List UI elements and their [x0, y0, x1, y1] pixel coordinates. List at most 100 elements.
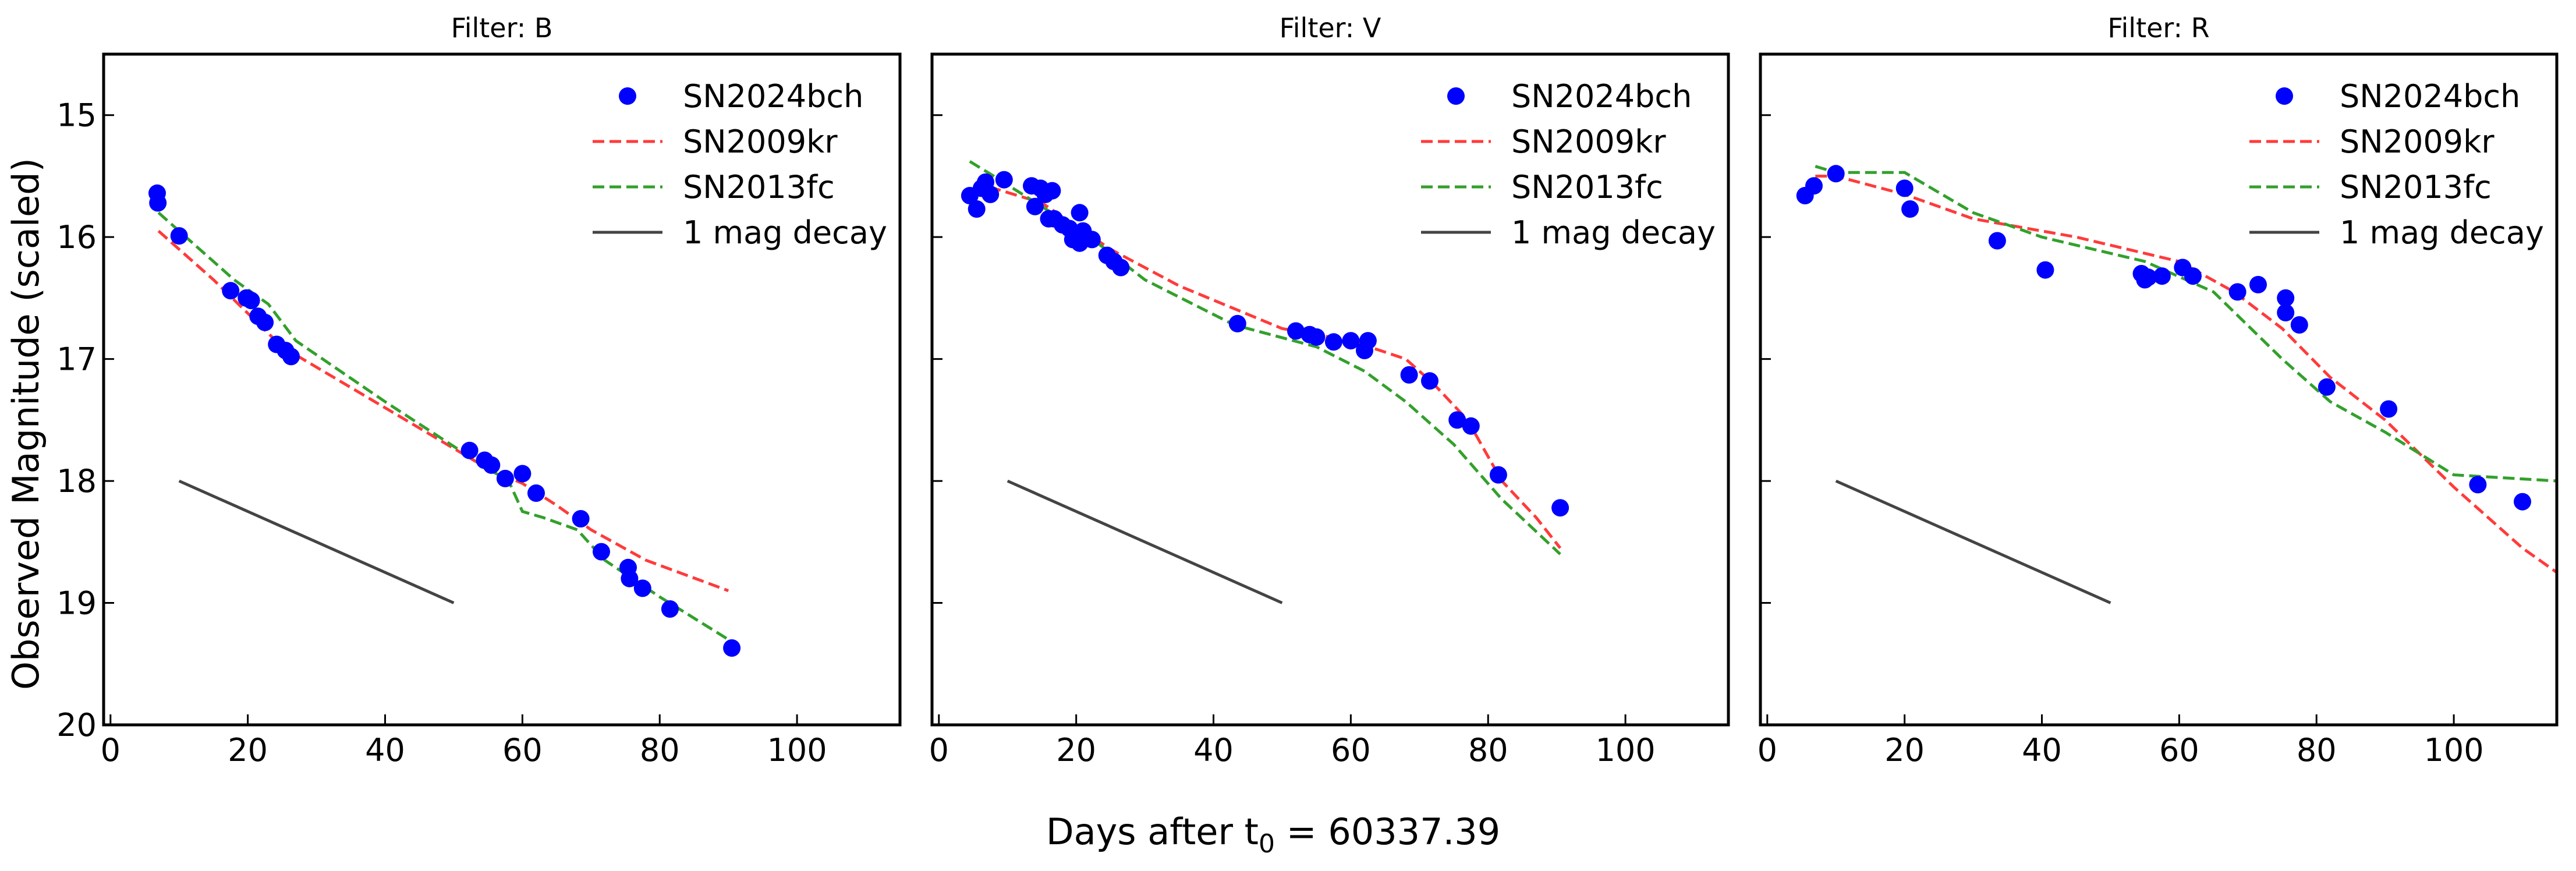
x-tick-label: 60: [2159, 732, 2199, 769]
x-tick-label: 100: [767, 732, 827, 769]
x-tick-label: 60: [502, 732, 543, 769]
data-point-sn2024bch: [1083, 231, 1101, 249]
legend-label: SN2009kr: [1511, 123, 1666, 160]
panel-title: Filter: R: [2107, 12, 2209, 44]
data-point-sn2024bch: [1827, 165, 1845, 183]
x-tick-label: 100: [2424, 732, 2484, 769]
data-point-sn2024bch: [1551, 499, 1569, 517]
data-point-sn2024bch: [1324, 333, 1342, 351]
data-point-sn2024bch: [256, 313, 274, 331]
series-line-1-mag-decay: [1835, 479, 2111, 604]
data-point-sn2024bch: [1112, 259, 1130, 277]
x-axis-label-suffix: = 60337.39: [1275, 810, 1500, 853]
legend-label: SN2024bch: [1511, 78, 1692, 115]
series-line-sn2009kr: [973, 186, 1562, 549]
legend-label: SN2009kr: [683, 123, 838, 160]
data-point-sn2024bch: [1043, 182, 1061, 200]
x-tick-label: 80: [640, 732, 680, 769]
x-tick-label: 80: [1468, 732, 1508, 769]
data-point-sn2024bch: [1421, 372, 1438, 390]
data-point-sn2024bch: [2277, 289, 2295, 307]
data-point-sn2024bch: [170, 227, 188, 245]
legend-label: 1 mag decay: [2340, 214, 2544, 251]
legend-label: 1 mag decay: [1511, 214, 1716, 251]
y-tick-label: 17: [56, 341, 97, 378]
y-axis-label: Observed Magnitude (scaled): [5, 158, 47, 690]
legend-marker-sn2024bch: [1447, 87, 1465, 105]
data-point-sn2024bch: [2318, 378, 2336, 396]
data-point-sn2024bch: [621, 569, 639, 587]
data-point-sn2024bch: [723, 639, 741, 657]
series-line-sn2013fc: [157, 211, 729, 641]
panel-title: Filter: V: [1280, 12, 1381, 44]
data-point-sn2024bch: [1895, 179, 1914, 197]
data-point-sn2024bch: [981, 185, 1000, 203]
y-tick-label: 16: [56, 219, 97, 256]
data-point-sn2024bch: [593, 543, 610, 561]
legend: SN2024bch SN2009kr SN2013fc 1 mag decay: [2249, 78, 2544, 251]
data-point-sn2024bch: [149, 194, 167, 212]
panel-2: Filter: V0 20 40 60 80 100SN2024bchSN2009krSN…: [929, 12, 1730, 769]
axes-frame: [102, 52, 902, 727]
data-point-sn2024bch: [1026, 197, 1044, 215]
data-point-sn2024bch: [1359, 332, 1377, 350]
data-point-sn2024bch: [2290, 316, 2308, 334]
data-point-sn2024bch: [2153, 267, 2171, 285]
y-tick-label: 20: [56, 707, 97, 743]
legend-label: SN2013fc: [2340, 169, 2492, 206]
data-point-sn2024bch: [1071, 204, 1089, 222]
data-point-sn2024bch: [527, 484, 545, 502]
series-line-sn2013fc: [1815, 165, 2557, 483]
data-point-sn2024bch: [2380, 400, 2398, 418]
data-point-sn2024bch: [1287, 322, 1305, 340]
data-point-sn2024bch: [2139, 268, 2157, 286]
data-point-sn2024bch: [1901, 200, 1919, 218]
data-point-sn2024bch: [1228, 314, 1246, 332]
x-tick-label: 20: [1884, 732, 1925, 769]
data-point-sn2024bch: [496, 469, 514, 487]
legend-label: SN2013fc: [683, 169, 835, 206]
data-point-sn2024bch: [1489, 466, 1507, 484]
x-tick-label: 20: [1056, 732, 1096, 769]
panel-3: Filter: R0 20 40 60 80 100SN2024bchSN2009krSN…: [1758, 12, 2559, 769]
y-tick-label: 19: [56, 585, 97, 622]
data-point-sn2024bch: [282, 348, 300, 366]
data-point-sn2024bch: [483, 456, 501, 474]
data-point-sn2024bch: [2036, 261, 2054, 279]
data-point-sn2024bch: [1342, 332, 1360, 350]
data-point-sn2024bch: [513, 465, 532, 483]
legend: SN2024bch SN2009kr SN2013fc 1 mag decay: [1421, 78, 1716, 251]
data-point-sn2024bch: [242, 292, 260, 310]
data-point-sn2024bch: [222, 282, 240, 300]
axes-frame: [930, 52, 1730, 727]
axes-frame: [1759, 52, 2559, 727]
x-tick-label: 80: [2297, 732, 2337, 769]
series-line-1-mag-decay: [1007, 479, 1283, 604]
data-point-sn2024bch: [2514, 493, 2531, 511]
series-line-sn2009kr: [157, 229, 729, 592]
data-point-sn2024bch: [1308, 328, 1326, 346]
x-tick-label: 40: [1193, 732, 1234, 769]
data-point-sn2024bch: [1400, 366, 1418, 384]
data-point-sn2024bch: [1988, 232, 2006, 250]
legend-label: SN2024bch: [2340, 78, 2520, 115]
data-point-sn2024bch: [995, 171, 1013, 189]
data-point-sn2024bch: [2277, 304, 2295, 321]
data-point-sn2024bch: [1805, 177, 1823, 195]
x-axis-label-prefix: Days after t: [1046, 810, 1259, 853]
plot-area: [961, 160, 1569, 604]
x-tick-label: 0: [1758, 732, 1777, 769]
y-tick-label: 18: [56, 463, 97, 500]
x-tick-label: 60: [1331, 732, 1371, 769]
data-point-sn2024bch: [2184, 267, 2202, 285]
data-point-sn2024bch: [572, 510, 590, 527]
legend-label: SN2009kr: [2340, 123, 2494, 160]
x-tick-label: 20: [228, 732, 268, 769]
data-point-sn2024bch: [460, 441, 479, 459]
panel-1: Filter: B0 20 40 60 80 100151617181920SN2024b…: [56, 12, 902, 769]
data-point-sn2024bch: [2249, 275, 2267, 293]
data-point-sn2024bch: [1462, 417, 1480, 435]
data-point-sn2024bch: [2228, 283, 2247, 301]
legend-label: SN2024bch: [683, 78, 863, 115]
